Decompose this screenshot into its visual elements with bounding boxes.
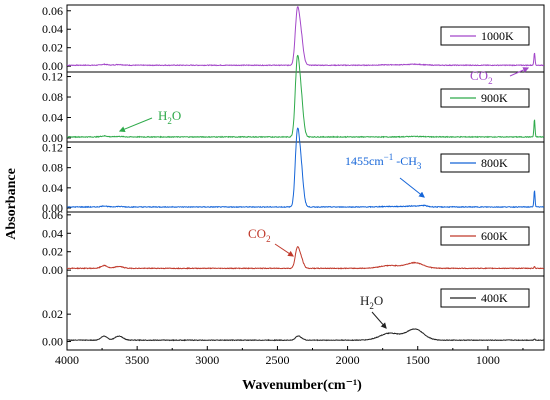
annotation-label: H2O [360,293,383,311]
annotation-tail: O [172,108,181,123]
annotation: H2O [118,108,181,132]
plot-border [66,4,545,351]
annotation-label: 1455cm−1 -CH3 [345,152,422,171]
annotation-sub: 2 [369,301,374,311]
legend-box [440,226,530,246]
annotation-tail: O [374,293,383,308]
spectrum-line-900K [67,54,544,139]
panel-900K: 0.00 0.04 0.08 0.12 900K [42,54,544,145]
legend-800K: 800K [440,153,530,173]
annotation-sub: 2 [488,76,493,86]
y-tick-label: 0.06 [42,208,63,222]
x-tick-label: 1000 [476,353,500,367]
y-tick-label: 0.00 [42,201,63,215]
annotation-mid: -CH [393,154,417,168]
spectrum-line-800K [67,127,544,209]
y-tick-label: 0.04 [42,181,63,195]
annotation-sup: −1 [384,152,394,162]
legend-box [440,88,530,108]
panel-600K: 0.00 0.02 0.04 0.06 600K [42,208,544,277]
panel-800K: 0.00 0.04 0.08 0.12 800K [42,127,544,215]
y-tick-label: 0.08 [42,161,63,175]
annotation: 1455cm−1 -CH3 [345,152,425,198]
annotation-base: H [158,108,167,123]
annotation-base: 1455cm [345,154,384,168]
y-tick-label: 0.08 [42,90,63,104]
y-tick-label: 0.02 [42,307,63,321]
y-tick-label: 0.06 [42,4,63,18]
annotation-sub: 3 [417,161,422,171]
legend-box [440,153,530,173]
y-tick-label: 0.02 [42,41,63,55]
y-tick-label: 0.04 [42,110,63,124]
spectrum-line-1000K [67,6,544,67]
y-tick-label: 0.04 [42,226,63,240]
y-tick-label: 0.12 [42,141,63,155]
legend-400K: 400K [440,288,530,308]
x-tick-label: 2000 [336,353,360,367]
x-axis-title: Wavenumber(cm⁻¹) [242,378,362,393]
y-tick-label: 0.04 [42,22,63,36]
annotation-base: H [360,293,369,308]
annotation: CO2 [470,67,530,86]
annotation: CO2 [248,226,294,257]
spectrum-line-600K [66,246,544,270]
panel-400K: 0.00 0.02 400K [42,275,544,349]
legend-900K: 900K [440,88,530,108]
x-tick-label: 3500 [125,353,149,367]
annotation-label: H2O [158,108,181,126]
y-tick-label: 0.00 [42,59,63,73]
plot-frame [66,4,545,351]
legend-label: 800K [481,156,508,170]
legend-1000K: 1000K [440,26,530,46]
legend-label: 900K [481,91,508,105]
panels: 0.00 0.02 0.04 0.06 1000K 0.00 0.04 0.08 0.12 900… [42,4,544,349]
annotation: H2O [360,293,387,329]
legend-label: 400K [481,291,508,305]
y-axis-title: Absorbance [4,168,19,240]
y-tick-label: 0.00 [42,131,63,145]
spectrum-line-400K [67,328,544,342]
annotation-arrow [509,67,530,77]
annotation-label: CO2 [248,226,271,244]
x-tick-label: 2500 [265,353,289,367]
y-tick-label: 0.00 [42,263,63,277]
legend-box [440,288,530,308]
annotation-arrow [274,243,294,257]
x-tick-label: 1500 [406,353,430,367]
annotation-base: CO [470,68,488,83]
y-tick-label: 0.02 [42,245,63,259]
legend-box [440,26,530,46]
annotation-label: CO2 [470,68,493,86]
annotation-arrow [399,177,425,198]
legend-label: 600K [481,229,508,243]
x-tick-label: 3000 [195,353,219,367]
legend-600K: 600K [440,226,530,246]
panel-1000K: 0.00 0.02 0.04 0.06 1000K [42,4,544,73]
y-tick-label: 0.00 [42,335,63,349]
x-tick-label: 4000 [55,353,79,367]
x-axis: 4000 3500 3000 2500 2000 1500 1000 [55,346,524,367]
annotation-arrow [118,117,153,132]
y-tick-label: 0.12 [42,70,63,84]
annotation-sub: 2 [266,234,271,244]
annotation-base: CO [248,226,266,241]
legend-label: 1000K [481,29,514,43]
annotation-sub: 2 [167,116,172,126]
annotation-arrow [371,311,387,329]
